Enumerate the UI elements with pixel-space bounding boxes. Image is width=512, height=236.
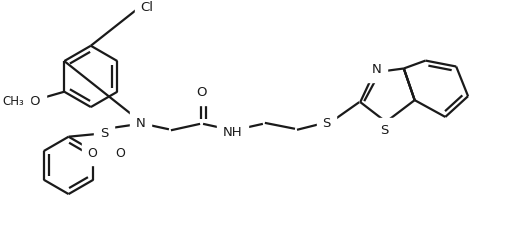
Text: O: O — [196, 86, 206, 99]
Text: N: N — [135, 117, 145, 130]
Text: O: O — [115, 147, 125, 160]
Text: CH₃: CH₃ — [3, 95, 24, 108]
Text: S: S — [100, 127, 109, 140]
Text: N: N — [372, 63, 381, 76]
Text: O: O — [88, 147, 97, 160]
Text: NH: NH — [223, 126, 243, 139]
Text: S: S — [380, 124, 388, 137]
Text: O: O — [30, 95, 40, 108]
Text: Cl: Cl — [140, 1, 153, 14]
Text: S: S — [323, 117, 331, 130]
